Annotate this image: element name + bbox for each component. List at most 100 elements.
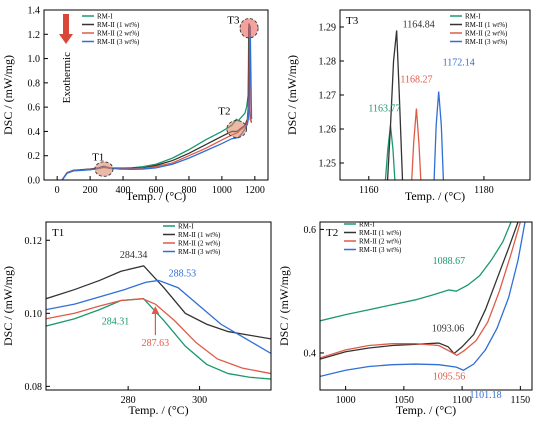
legend-entry: RM-II (2 wt%) [465,30,508,38]
x-tick-label: 1000 [212,185,232,196]
y-tick-label: 0.10 [25,309,43,320]
series-line-4 [46,279,271,355]
x-axis-label: Temp. / (°C) [126,189,186,203]
y-tick-label: 1.29 [319,23,337,34]
legend-entry: RM-II (1 wt%) [465,21,508,29]
region-marker [226,120,248,138]
legend-entry: RM-II (3 wt%) [178,248,221,256]
peak-label: 1095.56 [433,371,466,382]
panel-t3: 1160 1180 1.25 1.26 1.27 1.28 1.29 Temp. / (°C)… [285,9,531,203]
region-marker [239,18,259,39]
series-line-1 [46,298,271,380]
x-tick-label: 1000 [336,395,356,406]
x-tick-label: 600 [149,185,164,196]
series-line-2 [61,23,253,180]
series-line-3 [320,222,521,359]
y-tick-label: 1.0 [28,54,41,65]
panel-overview: 0 200 400 600 800 1000 1200 0.0 0.2 0.4 0.6 0.8 1.0 1… [1,6,269,203]
y-tick-label: 0.2 [28,151,41,162]
y-axis-label: DSC / (mW/mg) [277,266,291,346]
peak-label: 284.31 [102,317,130,328]
series-line-3 [411,108,422,180]
series-line-4 [320,222,526,378]
peak-label: 1101.18 [469,390,501,401]
x-tick-label: 1160 [359,185,379,196]
panel-t2: 1000 1050 1100 1150 0.4 0.6 Temp. / (°C) DSC / … [277,221,533,417]
y-tick-label: 1.4 [28,6,41,17]
y-tick-label: 0.12 [25,236,43,247]
x-axis-label: Temp. / (°C) [128,403,188,417]
x-tick-label: 400 [116,185,131,196]
y-tick-label: 0.6 [304,225,317,236]
panel-t1: 280 300 0.08 0.10 0.12 Temp. / (°C) DSC / (mW/… [1,221,272,417]
legend-entry: RM-II (1 wt%) [178,231,221,239]
legend-entry: RM-II (3 wt%) [359,246,402,254]
series-line-2 [386,30,404,180]
y-tick-label: 0.4 [28,127,41,138]
peak-label: 1088.67 [433,256,466,267]
peak-label: 1164.84 [403,19,435,30]
x-tick-label: 0 [55,185,60,196]
x-axis-label: Temp. / (°C) [396,403,456,417]
legend-entry: RM-I [465,13,481,21]
y-axis-label: DSC / (mW/mg) [285,55,299,135]
region-marker-label: T1 [92,152,104,164]
x-tick-label: 1150 [511,395,531,406]
panel-tag: T3 [346,15,359,27]
series-line-4 [61,25,253,180]
legend-entry: RM-II (3 wt%) [465,38,508,46]
peak-label: 288.53 [169,268,197,279]
series-line-2 [320,222,519,360]
peak-label: 284.34 [120,250,148,261]
exothermic-arrow-icon [59,14,73,44]
y-tick-label: 1.28 [319,57,337,68]
series-line-1 [320,222,512,322]
panel-tag: T1 [52,227,64,239]
x-tick-label: 200 [83,185,98,196]
legend-entry: RM-I [97,13,113,21]
peak-label: 287.63 [142,338,170,349]
region-marker-label: T3 [227,14,240,26]
legend-entry: RM-II (2 wt%) [359,238,402,246]
x-tick-label: 1100 [452,395,472,406]
legend-entry: RM-II (2 wt%) [178,240,221,248]
legend-entry: RM-II (3 wt%) [97,38,140,46]
y-tick-label: 0.08 [25,382,43,393]
exothermic-label: Exothermic [61,52,73,103]
legend-entry: RM-II (1 wt%) [359,229,402,237]
x-tick-label: 800 [181,185,196,196]
legend-entry: RM-I [178,223,194,231]
x-tick-label: 300 [192,395,207,406]
peak-label: 1172.14 [443,58,475,69]
region-marker [94,161,114,177]
series-line-3 [61,26,253,180]
peak-label: 1093.06 [432,324,465,335]
x-tick-label: 1200 [245,185,265,196]
plot-frame [45,221,272,391]
x-tick-label: 280 [121,395,136,406]
y-tick-label: 0.0 [28,176,41,187]
y-tick-label: 0.4 [304,348,317,359]
plot-frame [319,221,533,391]
peak-label: 1163.77 [368,104,400,115]
y-tick-label: 0.8 [28,78,41,89]
panel-tag: T2 [326,227,338,239]
legend-entry: RM-II (1 wt%) [97,21,140,29]
y-tick-label: 1.25 [319,159,337,170]
x-tick-label: 1050 [394,395,414,406]
legend-entry: RM-I [359,221,375,229]
plot-frame [43,9,269,181]
series-line-1 [61,26,253,180]
series-line-3 [46,298,271,375]
y-tick-label: 1.2 [28,30,41,41]
y-tick-label: 1.27 [319,91,337,102]
series-line-4 [433,91,445,180]
x-tick-label: 1180 [474,185,494,196]
region-marker-label: T2 [218,105,230,117]
legend-entry: RM-II (2 wt%) [97,30,140,38]
y-tick-label: 1.26 [319,125,337,136]
x-axis-label: Temp. / (°C) [405,189,465,203]
peak-label: 1168.27 [400,75,432,86]
y-axis-label: DSC / (mW/mg) [1,55,15,135]
